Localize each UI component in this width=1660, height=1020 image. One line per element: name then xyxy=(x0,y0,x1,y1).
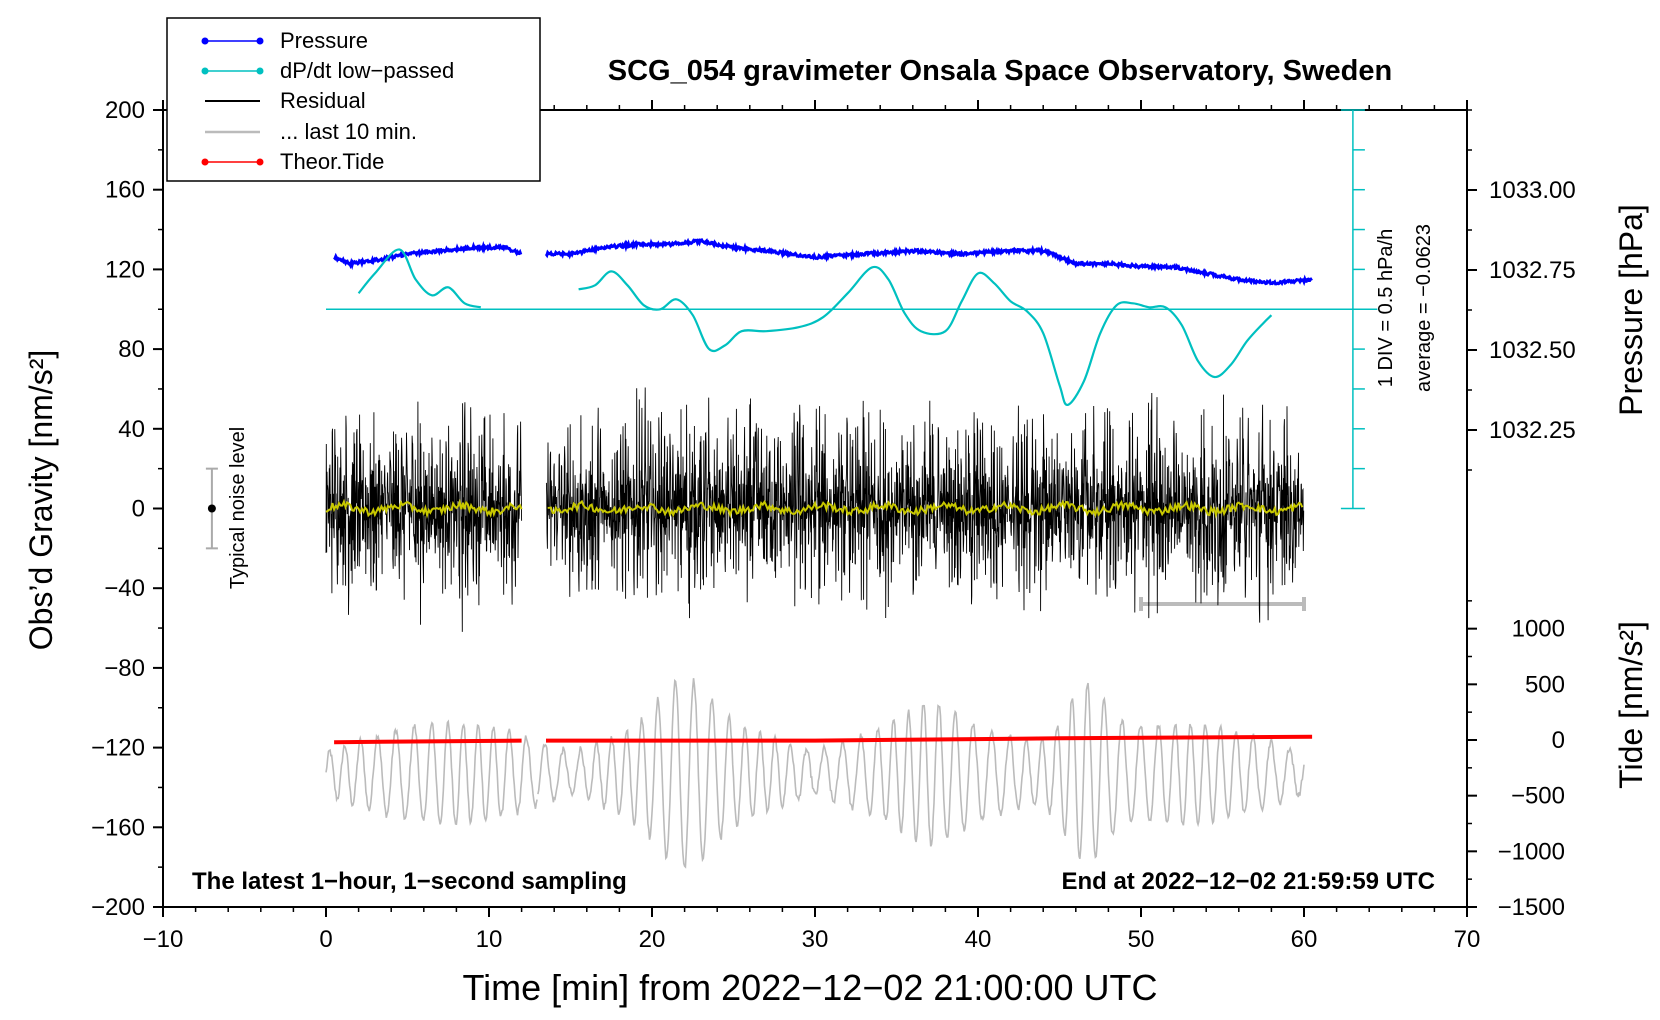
x-tick-label: 30 xyxy=(802,926,829,953)
legend-marker-pressure xyxy=(201,37,209,45)
x-tick-label: 20 xyxy=(639,926,666,953)
legend-item-pressure: Pressure xyxy=(201,28,368,53)
y-tick-label: 80 xyxy=(118,336,145,363)
tide-tick-label: 1000 xyxy=(1512,616,1565,643)
smoothed-residual-line xyxy=(547,499,1304,519)
legend-label-last10: ... last 10 min. xyxy=(280,119,417,144)
legend-marker-pressure-end xyxy=(256,37,264,45)
theor-tide-series xyxy=(334,734,1313,745)
legend-marker-dpdt-end xyxy=(256,67,264,75)
theor-tide-line xyxy=(546,734,1313,743)
theor-tide-line xyxy=(334,738,522,745)
tide-tick-label: −1000 xyxy=(1498,838,1565,865)
x-tick-label: 70 xyxy=(1454,926,1481,953)
sampling-note: The latest 1−hour, 1−second sampling xyxy=(192,868,627,895)
pressure-tick-label: 1032.50 xyxy=(1489,337,1576,364)
y-axis-label-tide: Tide [nm/s²] xyxy=(1613,621,1649,789)
legend-item-residual: Residual xyxy=(205,88,366,113)
y-tick-label: −200 xyxy=(91,894,145,921)
legend-label-dpdt: dP/dt low−passed xyxy=(280,58,454,83)
legend: Pressure dP/dt low−passed Residual ... l… xyxy=(166,17,541,182)
residual-line xyxy=(325,401,523,632)
smoothed-residual-line xyxy=(325,498,523,519)
last-10-min-line xyxy=(537,678,1305,869)
pressure-tick-label: 1032.75 xyxy=(1489,257,1576,284)
y-axis-label-left: Obs’d Gravity [nm/s²] xyxy=(23,350,59,651)
last-10-min-line xyxy=(325,719,538,826)
tide-tick-label: 500 xyxy=(1525,671,1565,698)
legend-marker-tide xyxy=(201,158,209,166)
pressure-tick-label: 1032.25 xyxy=(1489,417,1576,444)
axes: −10 0 10 20 30 40 50 60 70 200 160 120 80 40 0 −40 −80 −1… xyxy=(91,97,1576,953)
y-tick-label: −160 xyxy=(91,814,145,841)
pressure-line xyxy=(544,237,1313,287)
x-tick-label: 60 xyxy=(1291,926,1318,953)
legend-box xyxy=(166,17,541,182)
x-tick-label: 0 xyxy=(319,926,332,953)
y-axis-label-pressure: Pressure [hPa] xyxy=(1613,204,1649,416)
y-tick-label: 40 xyxy=(118,416,145,443)
annotations-layer xyxy=(205,467,218,550)
dpdt-line xyxy=(357,248,482,309)
dpdt-line xyxy=(578,265,1273,406)
div-label: 1 DIV = 0.5 hPa/h xyxy=(1375,229,1397,387)
end-time-note: End at 2022−12−02 21:59:59 UTC xyxy=(1061,868,1435,895)
noise-bar-center xyxy=(207,504,216,513)
x-axis-label: Time [min] from 2022−12−02 21:00:00 UTC xyxy=(462,967,1157,1008)
tide-tick-label: −1500 xyxy=(1498,894,1565,921)
pressure-tick-label: 1033.00 xyxy=(1489,177,1576,204)
x-tick-label: −10 xyxy=(143,926,184,953)
legend-label-pressure: Pressure xyxy=(280,28,368,53)
y-tick-label: 160 xyxy=(105,177,145,204)
x-tick-label: 10 xyxy=(476,926,503,953)
y-tick-label: −120 xyxy=(91,735,145,762)
chart-title: SCG_054 gravimeter Onsala Space Observat… xyxy=(608,55,1392,87)
x-tick-label: 50 xyxy=(1128,926,1155,953)
y-tick-label: 120 xyxy=(105,256,145,283)
legend-marker-dpdt xyxy=(201,67,209,75)
legend-label-tide: Theor.Tide xyxy=(280,149,384,174)
last-10-min-series xyxy=(325,597,1306,869)
legend-label-residual: Residual xyxy=(280,88,366,113)
pressure-series xyxy=(333,237,1313,287)
y-tick-label: 0 xyxy=(132,496,145,523)
legend-marker-tide-end xyxy=(256,158,264,166)
legend-item-dpdt: dP/dt low−passed xyxy=(201,58,454,83)
smoothed-residual-series xyxy=(325,498,1304,519)
legend-item-tide: Theor.Tide xyxy=(201,149,384,174)
legend-item-last10: ... last 10 min. xyxy=(205,119,417,144)
tide-tick-label: 0 xyxy=(1552,727,1565,754)
y-tick-label: 200 xyxy=(105,97,145,124)
average-label: average = −0.0623 xyxy=(1413,224,1435,392)
y-tick-label: −80 xyxy=(104,655,145,682)
pressure-line xyxy=(333,240,523,271)
x-tick-label: 40 xyxy=(965,926,992,953)
y-tick-label: −40 xyxy=(104,575,145,602)
tide-tick-label: −500 xyxy=(1511,783,1565,810)
noise-level-label: Typical noise level xyxy=(227,427,249,589)
dpdt-series xyxy=(326,109,1378,510)
